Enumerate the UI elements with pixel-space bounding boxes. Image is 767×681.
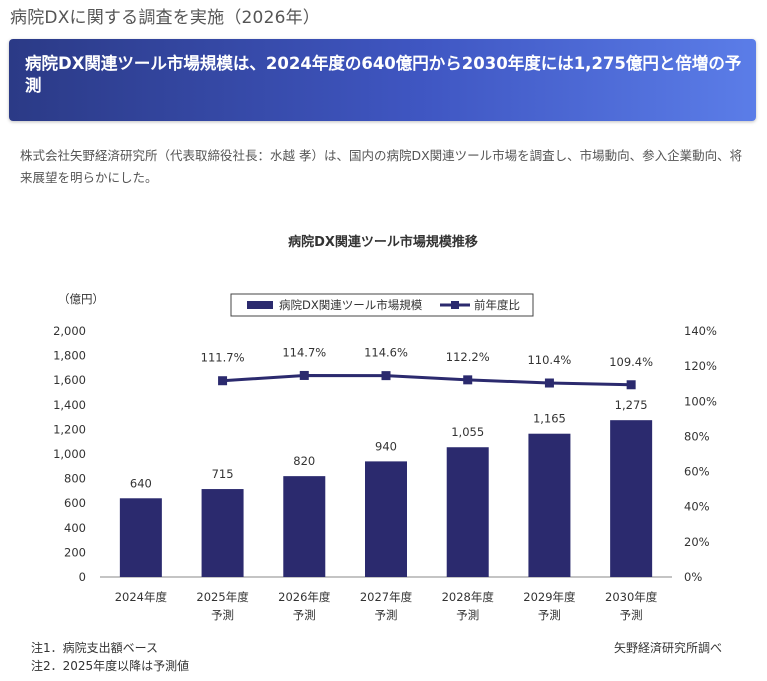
y-right-tick-label: 140% bbox=[684, 324, 717, 338]
yoy-point bbox=[626, 380, 636, 390]
yoy-point bbox=[218, 376, 228, 386]
legend-line-label: 前年度比 bbox=[474, 298, 520, 312]
yoy-value-label: 110.4% bbox=[527, 353, 571, 367]
y-right-tick-label: 120% bbox=[684, 359, 717, 373]
legend-line-marker bbox=[451, 301, 459, 309]
bar-value-label: 940 bbox=[375, 439, 397, 453]
x-tick-label: 予測 bbox=[538, 608, 561, 622]
x-tick-label: 2026年度 bbox=[278, 590, 331, 604]
bar bbox=[446, 447, 489, 577]
legend-bar-swatch bbox=[247, 301, 273, 309]
yoy-value-label: 111.7% bbox=[201, 351, 245, 365]
intro-paragraph: 株式会社矢野経済研究所（代表取締役社長：水越 孝）は、国内の病院DX関連ツール市… bbox=[20, 148, 743, 185]
y-left-tick-label: 2,000 bbox=[53, 324, 86, 338]
y-left-tick-label: 1,000 bbox=[53, 447, 86, 461]
bar bbox=[365, 461, 407, 577]
bar-value-label: 640 bbox=[130, 476, 152, 490]
bar bbox=[283, 476, 326, 577]
x-tick-label: 予測 bbox=[375, 608, 398, 622]
headline-banner: 病院DX関連ツール市場規模は、2024年度の640億円から2030年度には1,2… bbox=[9, 39, 756, 121]
bar bbox=[119, 498, 162, 577]
y-left-unit-label: （億円） bbox=[58, 292, 104, 306]
bar bbox=[201, 489, 244, 577]
y-left-tick-label: 0 bbox=[79, 570, 86, 584]
source-note: 矢野経済研究所調べ bbox=[614, 641, 723, 655]
bar bbox=[610, 420, 653, 577]
yoy-value-label: 114.6% bbox=[364, 346, 408, 360]
y-right-tick-label: 80% bbox=[684, 429, 710, 443]
y-right-tick-label: 0% bbox=[684, 570, 702, 584]
yoy-point bbox=[463, 375, 473, 385]
y-right-tick-label: 60% bbox=[684, 465, 710, 479]
legend-bar-label: 病院DX関連ツール市場規模 bbox=[279, 298, 423, 312]
bar-value-label: 1,275 bbox=[615, 398, 648, 412]
x-tick-label: 2024年度 bbox=[115, 590, 168, 604]
headline-text: 病院DX関連ツール市場規模は、2024年度の640億円から2030年度には1,2… bbox=[25, 54, 742, 95]
yoy-point bbox=[381, 371, 391, 381]
bar-value-label: 820 bbox=[293, 454, 315, 468]
y-left-tick-label: 1,800 bbox=[53, 349, 86, 363]
yoy-value-label: 112.2% bbox=[446, 350, 490, 364]
legend-box bbox=[230, 293, 534, 317]
x-tick-label: 2025年度 bbox=[196, 590, 249, 604]
page-title: 病院DXに関する調査を実施（2026年） bbox=[10, 8, 320, 28]
y-left-tick-label: 1,600 bbox=[53, 373, 86, 387]
y-left-tick-label: 1,400 bbox=[53, 398, 86, 412]
chart-title: 病院DX関連ツール市場規模推移 bbox=[288, 234, 478, 250]
yoy-value-label: 109.4% bbox=[609, 355, 653, 369]
x-tick-label: 2029年度 bbox=[523, 590, 576, 604]
x-tick-label: 予測 bbox=[456, 608, 479, 622]
x-tick-label: 2030年度 bbox=[605, 590, 658, 604]
yoy-value-label: 114.7% bbox=[282, 345, 326, 359]
y-right-tick-label: 40% bbox=[684, 500, 710, 514]
bar bbox=[528, 433, 571, 577]
x-tick-label: 予測 bbox=[293, 608, 316, 622]
bar-value-label: 1,165 bbox=[533, 412, 566, 426]
yoy-point bbox=[544, 378, 554, 388]
x-tick-label: 2027年度 bbox=[360, 590, 413, 604]
y-left-tick-label: 400 bbox=[64, 521, 86, 535]
bar-value-label: 715 bbox=[212, 467, 234, 481]
x-tick-label: 予測 bbox=[620, 608, 643, 622]
y-left-tick-label: 600 bbox=[64, 496, 86, 510]
x-tick-label: 予測 bbox=[211, 608, 234, 622]
y-left-tick-label: 800 bbox=[64, 472, 86, 486]
y-left-tick-label: 1,200 bbox=[53, 422, 86, 436]
yoy-point bbox=[299, 370, 309, 380]
x-tick-label: 2028年度 bbox=[442, 590, 495, 604]
y-right-tick-label: 20% bbox=[684, 535, 710, 549]
note-2: 注2．2025年度以降は予測値 bbox=[31, 659, 190, 673]
bar-value-label: 1,055 bbox=[451, 425, 484, 439]
y-left-tick-label: 200 bbox=[64, 545, 86, 559]
y-right-tick-label: 100% bbox=[684, 394, 717, 408]
yoy-line bbox=[222, 373, 632, 387]
note-1: 注1．病院支出額ベース bbox=[31, 641, 159, 655]
